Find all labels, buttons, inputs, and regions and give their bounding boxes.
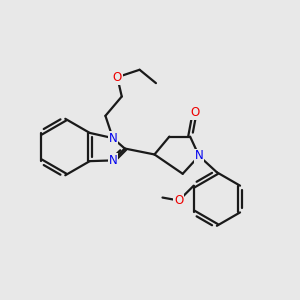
Text: N: N xyxy=(195,149,203,162)
Text: O: O xyxy=(113,71,122,84)
Text: N: N xyxy=(109,154,117,167)
Text: N: N xyxy=(109,132,117,145)
Text: O: O xyxy=(174,194,184,207)
Text: O: O xyxy=(190,106,199,119)
